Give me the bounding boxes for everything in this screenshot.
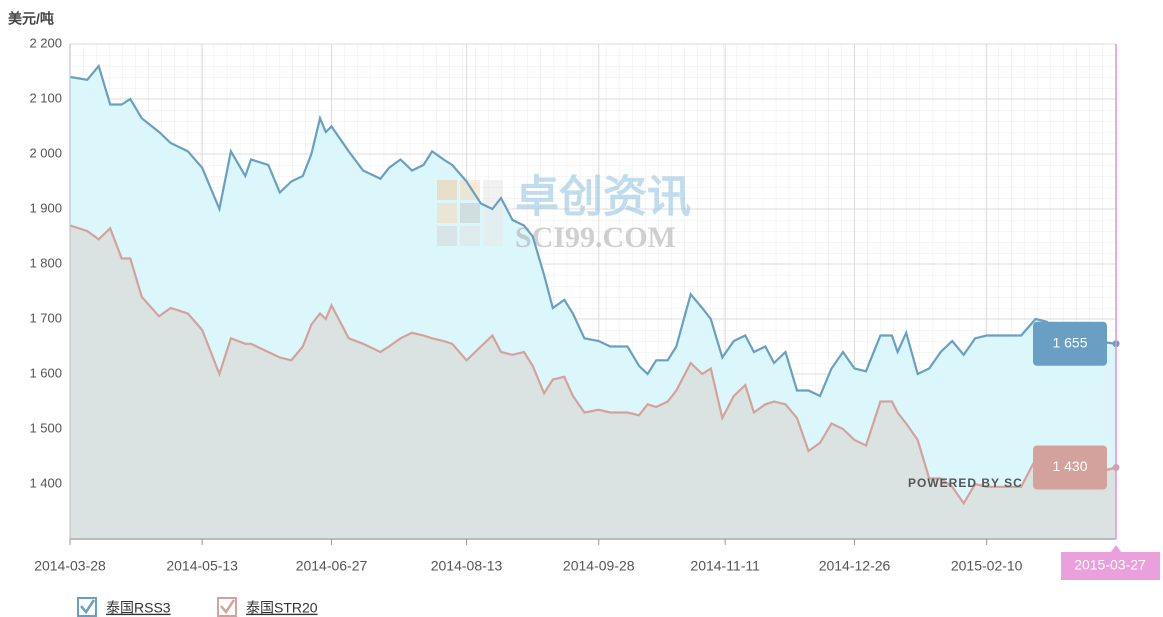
x-tick-label: 2014-12-26	[819, 558, 891, 574]
x-tick-label: 2014-05-13	[166, 558, 238, 574]
area	[70, 225, 1116, 539]
watermark-site: SCI99.COM	[515, 221, 676, 254]
x-tick-label: 2014-09-28	[563, 558, 635, 574]
end-label-box	[1033, 321, 1107, 366]
y-tick-label: 1 500	[29, 420, 62, 435]
end-label: 1 655	[1052, 334, 1087, 350]
watermark: 卓创资讯 SCI99.COM	[437, 173, 691, 254]
logo-block	[483, 180, 503, 246]
watermark-brand: 卓创资讯	[515, 173, 691, 222]
legend-label[interactable]: 泰国STR20	[246, 600, 318, 616]
logo-block	[460, 203, 480, 223]
x-tick-label: 2014-06-27	[296, 558, 368, 574]
y-tick-label: 2 100	[29, 90, 62, 105]
y-tick-label: 2 000	[29, 145, 62, 160]
line	[69, 63, 1117, 398]
y-tick-label: 1 800	[29, 255, 62, 270]
overlay: 1 400 1 500 1 600 1 700 1 800 1 900 2 000 2 100…	[29, 35, 1160, 617]
y-tick-label: 1 400	[29, 475, 62, 490]
y-unit: 美元/吨	[8, 11, 54, 27]
crosshair-label-box	[1061, 552, 1160, 580]
y-tick-label: 2 200	[29, 35, 62, 50]
crosshair-label: 2015-03-27	[1074, 557, 1146, 573]
x-tick-label: 2014-11-11	[690, 558, 760, 574]
legend-check[interactable]	[80, 599, 96, 615]
y-tick-label: 1 600	[29, 365, 62, 380]
end-label: 1 430	[1052, 458, 1087, 474]
logo-block	[437, 226, 457, 246]
logo-block	[460, 226, 480, 246]
y-tick-label: 1 900	[29, 200, 62, 215]
x-tick-label: 2014-03-28	[34, 558, 106, 574]
x-tick-label: 2014-08-13	[431, 558, 503, 574]
crosshair-pointer	[1110, 545, 1122, 553]
y-tick-label: 1 700	[29, 310, 62, 325]
legend-label[interactable]: 泰国RSS3	[106, 600, 171, 616]
logo-block	[437, 203, 457, 223]
end-label-box	[1033, 445, 1107, 490]
areas	[70, 66, 1116, 539]
line	[69, 224, 1117, 506]
legend-check[interactable]	[220, 599, 236, 615]
x-tick-label: 2015-02-10	[951, 558, 1023, 574]
logo-block	[437, 180, 457, 200]
credit: POWERED BY SC	[908, 476, 1023, 490]
